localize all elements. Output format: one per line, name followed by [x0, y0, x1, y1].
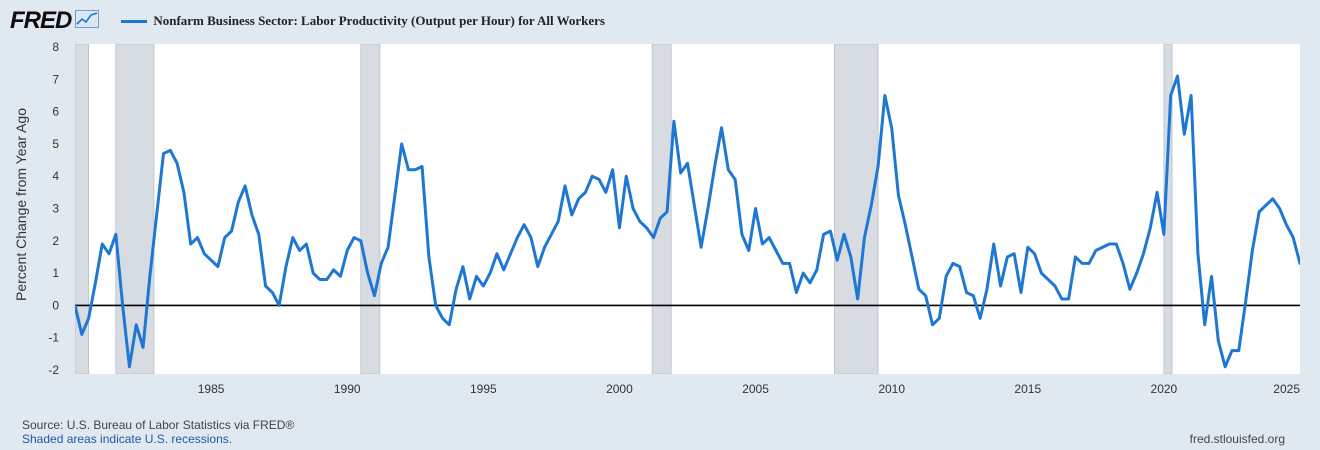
- recession-band: [651, 44, 672, 374]
- recession-band: [75, 44, 90, 374]
- x-tick-label: 1995: [470, 382, 497, 396]
- x-tick-label: 2015: [1014, 382, 1041, 396]
- y-tick-label: 4: [52, 169, 59, 183]
- y-tick-label: 3: [52, 202, 59, 216]
- y-tick-label: 1: [52, 266, 59, 280]
- y-tick-label: 0: [52, 298, 59, 312]
- fred-logo[interactable]: FRED: [10, 7, 72, 34]
- recession-band: [115, 44, 155, 374]
- legend-swatch: [121, 19, 148, 23]
- series-line: [75, 74, 1300, 369]
- y-tick-label: 5: [52, 137, 59, 151]
- recession-band: [360, 44, 381, 374]
- line-chart-icon: [75, 9, 100, 33]
- y-tick-label: 6: [52, 105, 59, 119]
- y-axis-label: Percent Change from Year Ago: [13, 108, 29, 301]
- x-tick-label: 1990: [334, 382, 361, 396]
- x-tick-label: 2010: [878, 382, 905, 396]
- plot-area[interactable]: [75, 44, 1300, 374]
- chart-header: FRED Nonfarm Business Sector: Labor Prod…: [10, 6, 605, 36]
- x-tick-label: 2005: [742, 382, 769, 396]
- x-tick-label: 2025: [1273, 382, 1300, 396]
- fred-url[interactable]: fred.stlouisfed.org: [1189, 432, 1285, 446]
- y-tick-label: -1: [48, 331, 59, 345]
- x-tick-label: 2000: [606, 382, 633, 396]
- chart-svg: [75, 44, 1300, 374]
- recession-note: Shaded areas indicate U.S. recessions.: [22, 432, 233, 446]
- y-tick-label: 8: [52, 40, 59, 54]
- legend: Nonfarm Business Sector: Labor Productiv…: [121, 13, 605, 29]
- y-tick-label: 2: [52, 234, 59, 248]
- x-tick-label: 1985: [198, 382, 225, 396]
- y-tick-label: -2: [48, 363, 59, 377]
- y-tick-label: 7: [52, 72, 59, 86]
- x-tick-label: 2020: [1151, 382, 1178, 396]
- legend-label: Nonfarm Business Sector: Labor Productiv…: [153, 13, 605, 28]
- source-note: Source: U.S. Bureau of Labor Statistics …: [22, 418, 295, 432]
